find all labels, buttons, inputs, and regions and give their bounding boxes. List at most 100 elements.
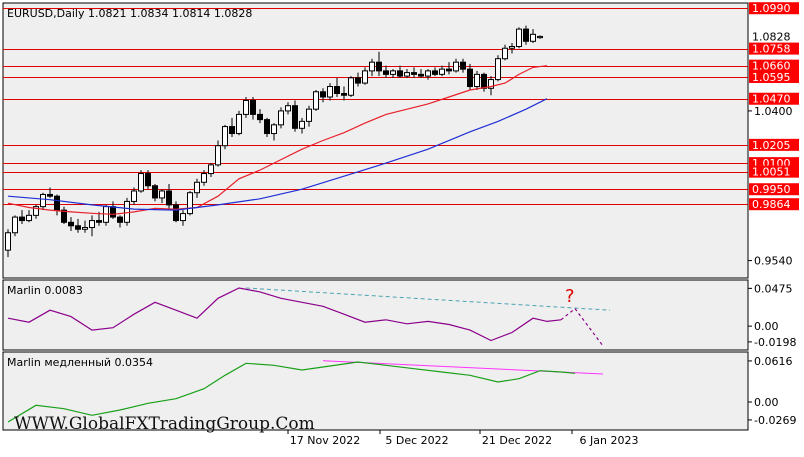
- candle-body: [152, 185, 158, 199]
- candle-body: [453, 61, 459, 72]
- candle-body: [516, 28, 522, 48]
- candle-body: [376, 61, 382, 72]
- candle-body: [110, 206, 116, 218]
- y-tick-label: -0.0198: [754, 336, 796, 349]
- candle-body: [173, 204, 179, 222]
- level-label-bg: [749, 59, 799, 72]
- candle-body: [166, 190, 172, 206]
- candle-body: [145, 173, 151, 187]
- y-tick-label: 0.9540: [754, 255, 793, 268]
- candle-body: [397, 70, 403, 77]
- candle-body: [446, 68, 452, 72]
- y-tick-label: 0.0475: [754, 282, 793, 295]
- marlin-slow-title: Marlin медленный 0.0354: [7, 356, 153, 369]
- level-label: 1.0595: [752, 71, 791, 84]
- candle-body: [334, 86, 340, 95]
- candle-body: [418, 73, 424, 77]
- candle-body: [215, 145, 221, 166]
- candle-body: [495, 58, 501, 81]
- candle-body: [26, 214, 32, 222]
- level-label: 1.0990: [752, 2, 791, 15]
- ma-slow-line: [7, 98, 548, 211]
- candle-body: [131, 190, 137, 202]
- candle-body: [313, 91, 319, 110]
- candle-body: [411, 72, 417, 75]
- level-label-bg: [749, 165, 799, 178]
- x-tick-label: 6 Jan 2023: [580, 434, 639, 447]
- candle-body: [138, 173, 144, 192]
- candle-body: [432, 70, 438, 75]
- candle-body: [299, 120, 305, 129]
- candle-body: [40, 193, 46, 208]
- level-label: 1.0205: [752, 139, 791, 152]
- chart-title: EURUSD,Daily 1.0821 1.0834 1.0814 1.0828: [7, 7, 252, 20]
- candle-body: [54, 195, 60, 211]
- level-label: 1.0470: [752, 93, 791, 106]
- candle-body: [180, 213, 186, 222]
- candle-body: [201, 173, 207, 183]
- candle-body: [327, 86, 333, 98]
- candle-body: [341, 93, 347, 96]
- candle-body: [320, 91, 326, 98]
- candle-body: [12, 216, 18, 234]
- candle-body: [229, 126, 235, 135]
- level-label: 0.9950: [752, 183, 791, 196]
- candle-body: [271, 124, 277, 135]
- marlin-title: Marlin 0.0083: [7, 284, 83, 297]
- candle-body: [488, 79, 494, 89]
- candle-body: [222, 126, 228, 147]
- candle-body: [19, 216, 25, 222]
- level-label-bg: [749, 70, 799, 83]
- level-label: 1.0051: [752, 166, 791, 179]
- level-label-bg: [749, 2, 799, 15]
- candle-body: [509, 46, 515, 49]
- candle-body: [362, 70, 368, 84]
- question-mark: ?: [565, 286, 575, 307]
- marlin-forecast-line: [560, 307, 604, 347]
- candle-body: [460, 61, 466, 70]
- candle-body: [348, 77, 354, 96]
- level-label-bg: [749, 183, 799, 196]
- level-label-bg: [749, 92, 799, 105]
- marlin-slow-plot: [7, 360, 604, 423]
- candle-body: [89, 220, 95, 229]
- candle-body: [264, 119, 270, 135]
- candle-body: [187, 192, 193, 215]
- watermark: WWW.GlobalFXTradingGroup.Com: [14, 414, 315, 434]
- marlin-trendline: [245, 287, 611, 311]
- level-label: 0.9864: [752, 198, 791, 211]
- y-tick-label: 1.0400: [754, 105, 793, 118]
- candle-body: [75, 225, 81, 230]
- candle-body: [61, 209, 67, 223]
- candle-body: [537, 35, 543, 39]
- candle-body: [425, 70, 431, 77]
- candle-body: [523, 28, 529, 42]
- candle-body: [474, 73, 480, 88]
- candle-body: [68, 221, 74, 227]
- candle-body: [208, 164, 214, 175]
- level-label: 1.0758: [752, 43, 791, 56]
- candle-body: [390, 70, 396, 75]
- candle-body: [257, 113, 263, 121]
- level-label-bg: [749, 138, 799, 151]
- candle-body: [159, 190, 165, 199]
- candle-body: [285, 105, 291, 112]
- candle-body: [369, 61, 375, 72]
- candle-body: [530, 33, 536, 42]
- candle-body: [47, 193, 53, 197]
- candle-body: [33, 206, 39, 216]
- candle-body: [236, 113, 242, 135]
- candle-body: [439, 68, 445, 75]
- candle-body: [250, 99, 256, 115]
- level-label-bg: [749, 42, 799, 55]
- candle-body: [117, 216, 123, 223]
- candle-body: [404, 72, 410, 77]
- candle-body: [124, 200, 130, 223]
- marlin-line: [7, 287, 562, 342]
- current-price-label: 1.0828: [752, 30, 791, 43]
- candle-body: [502, 47, 508, 60]
- panel-m2: [2, 351, 749, 431]
- candle-body: [481, 73, 487, 89]
